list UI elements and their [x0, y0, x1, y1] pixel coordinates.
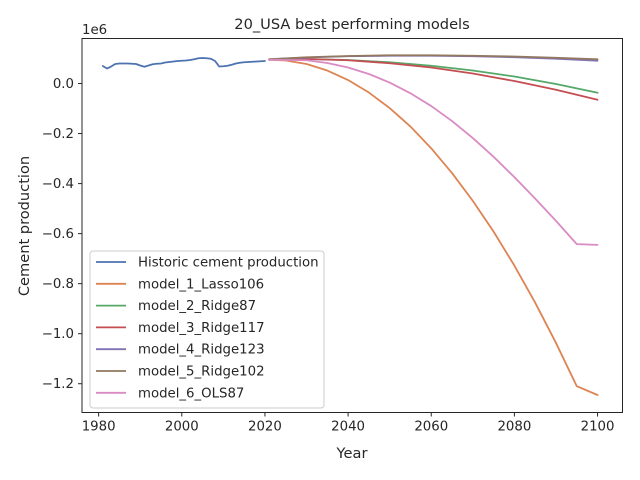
legend-label-4: model_3_Ridge117 — [138, 321, 265, 336]
y-ticks: 0.0 −0.2 −0.4 −0.6 −0.8 −1.0 −1.2 — [42, 77, 82, 392]
y-tick-label: −0.2 — [42, 127, 74, 142]
x-tick-label: 2060 — [414, 420, 448, 435]
chart-title: 20_USA best performing models — [234, 16, 469, 33]
series-line-4 — [268, 58, 599, 101]
plot-frame — [81, 38, 623, 413]
x-tick-label: 2040 — [331, 420, 365, 435]
y-tick-label: −0.4 — [42, 177, 74, 192]
y-axis-label: Cement production — [16, 156, 33, 296]
series-layer — [101, 54, 599, 396]
legend-box — [89, 250, 325, 409]
series-line-1 — [101, 57, 266, 70]
series-line-6 — [268, 54, 599, 61]
x-tick-label: 2100 — [581, 420, 615, 435]
legend-label-6: model_5_Ridge102 — [138, 365, 265, 380]
series-line-2 — [268, 58, 599, 396]
x-tick-label: 1980 — [82, 420, 116, 435]
x-ticks: 1980 2000 2020 2040 2060 2080 2100 — [82, 412, 615, 435]
legend: Historic cement production model_1_Lasso1… — [89, 250, 325, 409]
y-tick-label: −1.0 — [42, 327, 74, 342]
legend-label-1: Historic cement production — [138, 256, 319, 271]
x-tick-label: 2020 — [248, 420, 282, 435]
y-tick-label: 0.0 — [53, 77, 74, 92]
x-tick-label: 2000 — [165, 420, 199, 435]
x-tick-label: 2080 — [497, 420, 531, 435]
legend-label-3: model_2_Ridge87 — [138, 299, 256, 314]
legend-label-5: model_4_Ridge123 — [138, 343, 265, 358]
legend-label-7: model_6_OLS87 — [138, 386, 244, 401]
y-tick-label: −0.6 — [42, 227, 74, 242]
y-offset-label: 1e6 — [82, 23, 107, 38]
legend-label-2: model_1_Lasso106 — [138, 277, 264, 292]
y-tick-label: −0.8 — [42, 277, 74, 292]
x-axis-label: Year — [336, 445, 368, 462]
series-line-7 — [268, 58, 599, 246]
y-tick-label: −1.2 — [42, 377, 74, 392]
